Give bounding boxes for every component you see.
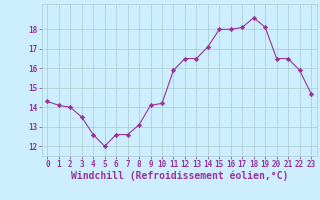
X-axis label: Windchill (Refroidissement éolien,°C): Windchill (Refroidissement éolien,°C) — [70, 171, 288, 181]
